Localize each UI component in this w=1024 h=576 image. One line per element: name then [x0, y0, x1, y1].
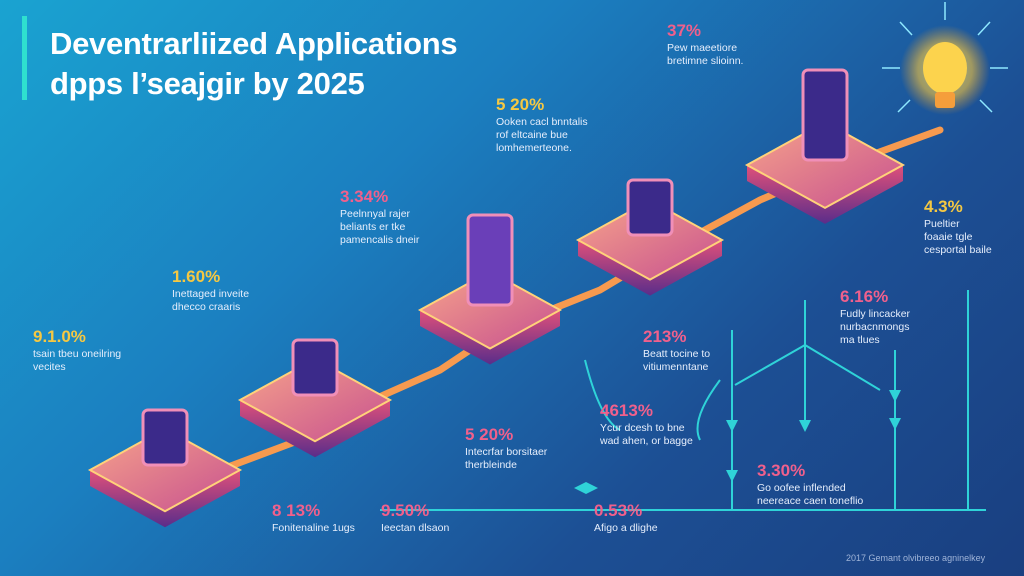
stat-block: 3.30% Go oofee inflended neereace caen ton… [757, 460, 863, 508]
stat-label: Beatt tocine to [643, 348, 711, 360]
page-title: Deventrarliized Applications dpps l’seaj… [50, 24, 458, 104]
stat-block: 37% Pew maeetiore bretimne slioinn. [667, 20, 743, 68]
stat-label: lomhemerteone. [496, 142, 572, 154]
stat-block: 1.60% Inettaged inveite dhecco craaris [172, 266, 249, 314]
stat-block: 3.34% Peelnnyal rajer beliants er tke pamen… [340, 186, 419, 247]
stat-label: foaaie tgle [924, 231, 973, 243]
stat-block: 8 13% Fonitenaline 1ugs [272, 500, 355, 535]
stat-value: 0.53% [594, 501, 643, 520]
stat-value: 1.60% [172, 267, 221, 286]
stat-label: Fudly lincacker [840, 308, 911, 320]
platform-monitor [237, 338, 393, 458]
stat-label: dhecco craaris [172, 301, 241, 313]
stat-value: 6.16% [840, 287, 889, 306]
stat-value: 4613% [600, 401, 653, 420]
stat-label: ma tlues [840, 334, 880, 346]
server-icon [801, 68, 849, 162]
title-line-1: Deventrarliized Applications [50, 26, 458, 61]
flow-arrows [574, 390, 901, 494]
stat-label: Ycur dcesh to bne [600, 422, 685, 434]
stat-value: 5 20% [465, 425, 514, 444]
stat-block: 9.50% Ieectan dlsaon [381, 500, 449, 535]
platform-laptop [575, 178, 725, 296]
laptop-icon [626, 178, 674, 237]
stat-label: Inettaged inveite [172, 288, 250, 300]
platform-server [744, 68, 906, 224]
stat-label: Pew maeetiore [667, 42, 738, 54]
stat-label: beliants er tke [340, 221, 406, 233]
stat-block: 0.53% Afigo a dlighe [594, 500, 658, 535]
stat-value: 9.1.0% [33, 327, 86, 346]
lightbulb-icon [882, 2, 1008, 115]
platform-phone [417, 213, 563, 365]
stat-label: bretimne slioinn. [667, 55, 744, 67]
phone-icon [466, 213, 514, 307]
stat-label: tsain tbeu oneilring [33, 348, 122, 360]
stat-label: pamencalis dneir [340, 234, 420, 246]
stat-value: 37% [667, 21, 702, 40]
title-line-2: dpps l’seajgir by 2025 [50, 66, 365, 101]
monitor-icon [291, 338, 339, 397]
stat-value: 4.3% [924, 197, 963, 216]
stat-block: 5 20% Ooken cacl bnntalis rof eltcaine bue… [496, 94, 588, 155]
stat-value: 213% [643, 327, 687, 346]
stat-value: 9.50% [381, 501, 430, 520]
stat-label: wad ahen, or bagge [600, 435, 693, 447]
stat-label: neereace caen toneflio [757, 495, 864, 507]
stat-label: Go oofee inflended [757, 482, 846, 494]
stat-block: 4613% Ycur dcesh to bne wad ahen, or bagge [600, 400, 693, 448]
footer-credit: 2017 Gemant olvibreeo agninelkey [846, 553, 986, 563]
stat-block: 213% Beatt tocine to vitiumenntane [643, 326, 710, 374]
stat-label: nurbacnmongs [840, 321, 910, 333]
stat-value: 3.34% [340, 187, 389, 206]
stat-block: 6.16% Fudly lincacker nurbacnmongs ma tlues [840, 286, 910, 347]
stat-block: 4.3% Pueltier foaaie tgle cesportal baile [924, 196, 992, 257]
stat-label: Pueltier [924, 218, 960, 230]
stat-label: Peelnnyal rajer [340, 208, 411, 220]
stat-label: vecites [33, 361, 66, 373]
stat-block: 5 20% Intecrfar borsitaer therbleinde [465, 424, 547, 472]
laptop-icon [141, 408, 189, 467]
stat-label: cesportal baile [924, 244, 992, 256]
stat-label: Afigo a dlighe [594, 522, 658, 534]
stat-value: 5 20% [496, 95, 545, 114]
title-accent-bar [22, 16, 27, 100]
stat-block: 9.1.0% tsain tbeu oneilring vecites [33, 326, 121, 374]
stat-label: Fonitenaline 1ugs [272, 522, 355, 534]
stat-label: Ooken cacl bnntalis [496, 116, 588, 128]
stat-label: Ieectan dlsaon [381, 522, 450, 534]
stat-label: Intecrfar borsitaer [465, 446, 548, 458]
stat-value: 3.30% [757, 461, 806, 480]
stat-value: 8 13% [272, 501, 321, 520]
stat-label: rof eltcaine bue [496, 129, 568, 141]
flow-lines [380, 290, 986, 511]
stat-label: vitiumenntane [643, 361, 709, 373]
stat-label: therbleinde [465, 459, 517, 471]
platform-laptop [87, 408, 243, 528]
